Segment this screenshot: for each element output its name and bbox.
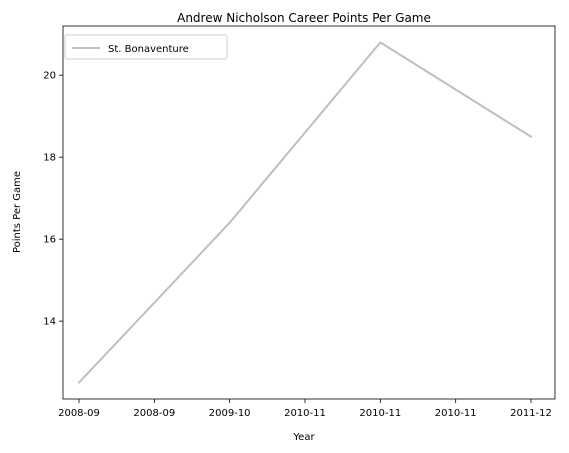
data-point: [228, 221, 231, 224]
y-tick-label: 16: [43, 235, 56, 246]
x-axis-title: Year: [292, 432, 315, 443]
series-layer: [78, 41, 532, 384]
x-tick-label: 2010-11: [359, 408, 401, 419]
y-tick-label: 18: [43, 153, 56, 164]
y-axis: 14 16 18 20: [43, 71, 63, 328]
legend: St. Bonaventure: [64, 34, 228, 60]
y-tick-label: 20: [43, 71, 56, 82]
series-line: [78, 41, 532, 384]
data-point: [379, 41, 382, 44]
y-axis-title: Points Per Game: [12, 171, 23, 253]
x-tick-label: 2011-12: [510, 408, 552, 419]
plot-area: [62, 25, 556, 400]
data-point: [78, 381, 80, 384]
chart-title: Andrew Nicholson Career Points Per Game: [177, 11, 431, 25]
x-tick-label: 2008-09: [133, 408, 175, 419]
y-tick-label: 14: [43, 317, 56, 328]
legend-label: St. Bonaventure: [108, 44, 189, 55]
x-tick-label: 2009-10: [209, 408, 251, 419]
x-axis: 2008-09 2008-09 2009-10 2010-11 2010-11 2010-…: [58, 399, 552, 419]
x-tick-label: 2010-11: [284, 408, 326, 419]
x-tick-label: 2008-09: [58, 408, 100, 419]
data-point: [530, 135, 532, 138]
x-tick-label: 2010-11: [435, 408, 477, 419]
legend-box: [64, 34, 228, 60]
